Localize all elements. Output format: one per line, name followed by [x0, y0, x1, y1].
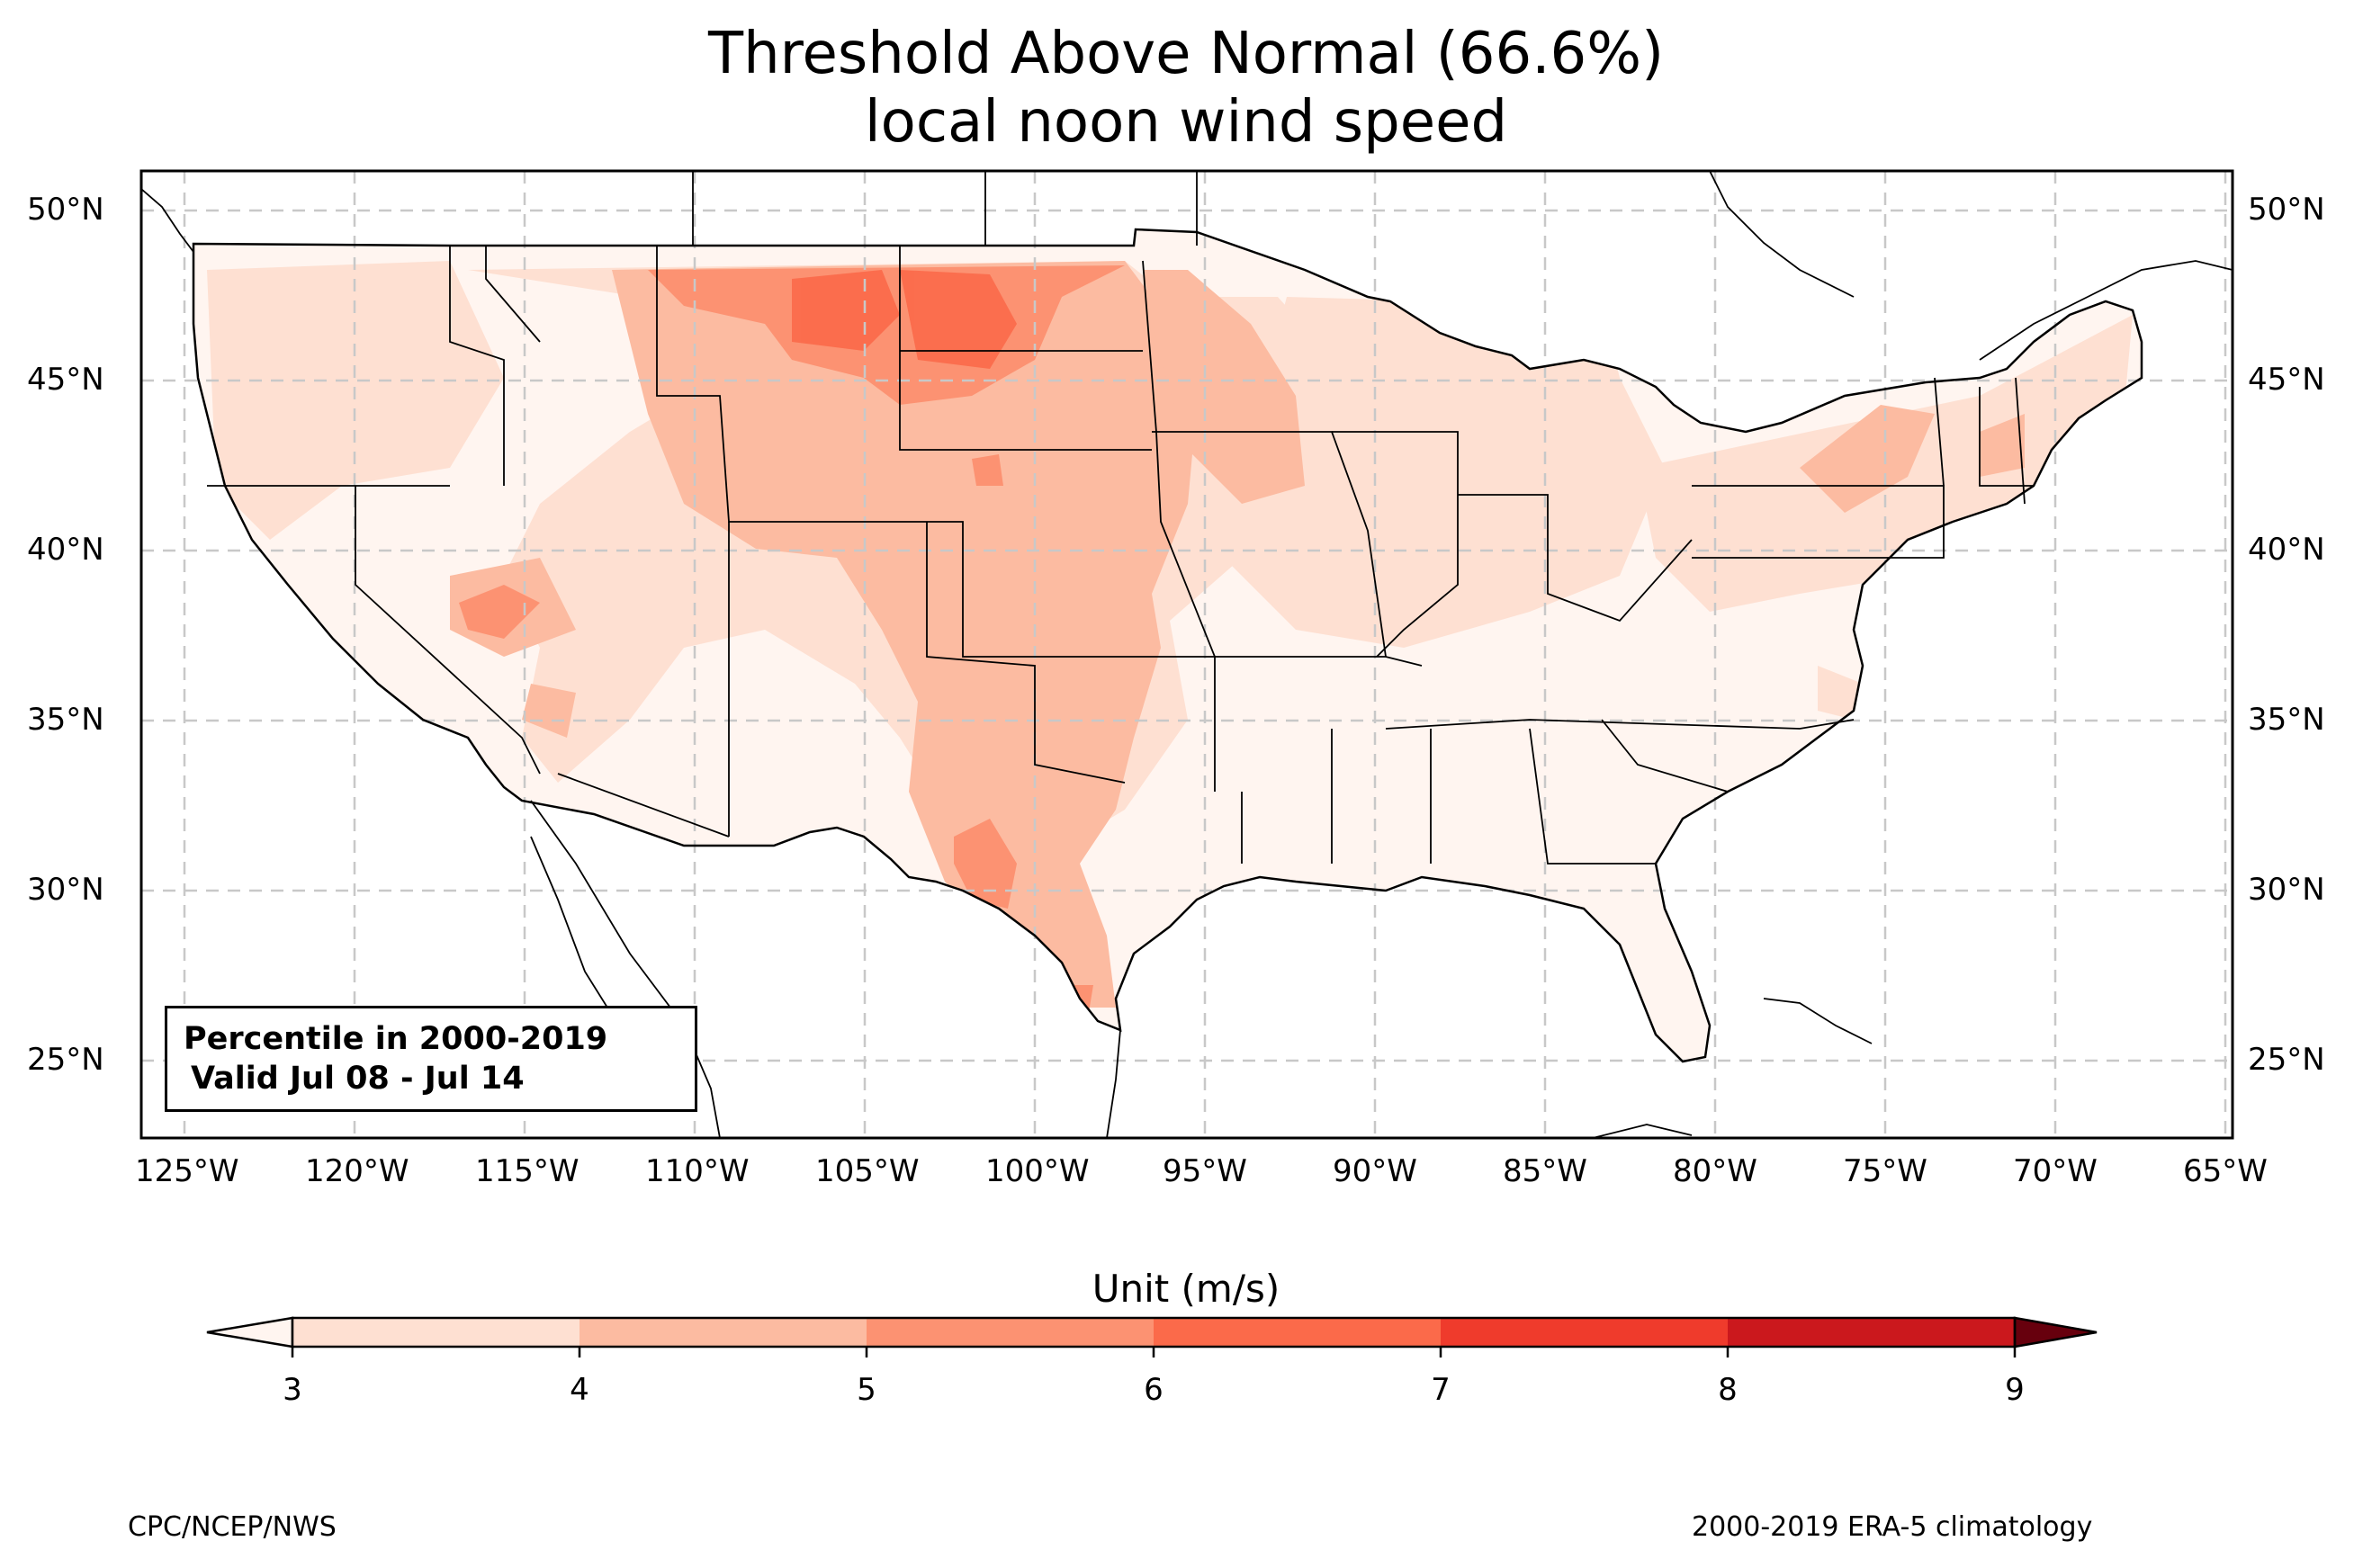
colorbar-bin-6: [1728, 1318, 2015, 1347]
colorbar-tick-9: 9: [2005, 1372, 2025, 1408]
lat-label-left-45: 45°N: [27, 362, 104, 398]
lat-label-right-35: 35°N: [2248, 702, 2325, 738]
lat-label-right-45: 45°N: [2248, 362, 2325, 398]
title-line-1: Threshold Above Normal (66.6%): [707, 21, 1665, 87]
lon-label-120w: 120°W: [305, 1153, 409, 1189]
lon-label-75w: 75°W: [1843, 1153, 1927, 1189]
colorbar-label: Unit (m/s): [1092, 1267, 1280, 1311]
lon-label-105w: 105°W: [815, 1153, 920, 1189]
colorbar-tick-6: 6: [1144, 1372, 1164, 1408]
colorbar-bin-1: [292, 1318, 580, 1347]
percentile-info-line-2: Valid Jul 08 - Jul 14: [191, 1061, 525, 1097]
lon-label-95w: 95°W: [1163, 1153, 1247, 1189]
colorbar-bin-5: [1441, 1318, 1728, 1347]
state-borders: [207, 246, 2034, 865]
percentile-info-box: Percentile in 2000-2019 Valid Jul 08 - J…: [165, 1006, 697, 1112]
lat-label-right-50: 50°N: [2248, 192, 2325, 228]
chart-title: Threshold Above Normal (66.6%) local noo…: [0, 20, 2372, 157]
lat-label-left-35: 35°N: [27, 702, 104, 738]
lon-label-85w: 85°W: [1503, 1153, 1587, 1189]
colorbar-tick-3: 3: [283, 1372, 302, 1408]
lon-label-100w: 100°W: [985, 1153, 1090, 1189]
colorbar-tick-5: 5: [857, 1372, 876, 1408]
percentile-info-line-1: Percentile in 2000-2019: [184, 1021, 608, 1057]
lon-label-65w: 65°W: [2183, 1153, 2268, 1189]
lat-label-left-40: 40°N: [27, 532, 104, 568]
colorbar-tick-7: 7: [1431, 1372, 1451, 1408]
map-frame: [139, 169, 2234, 1140]
lon-label-125w: 125°W: [135, 1153, 239, 1189]
lat-label-left-30: 30°N: [27, 872, 104, 908]
colorbar-tick-8: 8: [1718, 1372, 1738, 1408]
colorbar-bin-2: [580, 1318, 867, 1347]
lon-label-115w: 115°W: [475, 1153, 580, 1189]
lat-label-right-25: 25°N: [2248, 1042, 2325, 1078]
colorbar-bin-3: [867, 1318, 1154, 1347]
colorbar-tick-4: 4: [570, 1372, 589, 1408]
credit-right: 2000-2019 ERA-5 climatology: [1692, 1511, 2093, 1543]
title-line-2: local noon wind speed: [864, 89, 1508, 156]
lat-label-left-50: 50°N: [27, 192, 104, 228]
lon-label-70w: 70°W: [2013, 1153, 2098, 1189]
gridlines: [141, 171, 2233, 1138]
lat-label-right-30: 30°N: [2248, 872, 2325, 908]
lon-label-80w: 80°W: [1673, 1153, 1757, 1189]
colorbar-over-arrow: [2013, 1316, 2098, 1348]
lon-label-110w: 110°W: [645, 1153, 750, 1189]
credit-left: CPC/NCEP/NWS: [128, 1511, 337, 1543]
lat-label-right-40: 40°N: [2248, 532, 2325, 568]
lon-label-90w: 90°W: [1333, 1153, 1417, 1189]
lat-label-left-25: 25°N: [27, 1042, 104, 1078]
colorbar: [206, 1316, 2098, 1357]
colorbar-bin-4: [1154, 1318, 1441, 1347]
colorbar-under-arrow: [206, 1316, 294, 1348]
